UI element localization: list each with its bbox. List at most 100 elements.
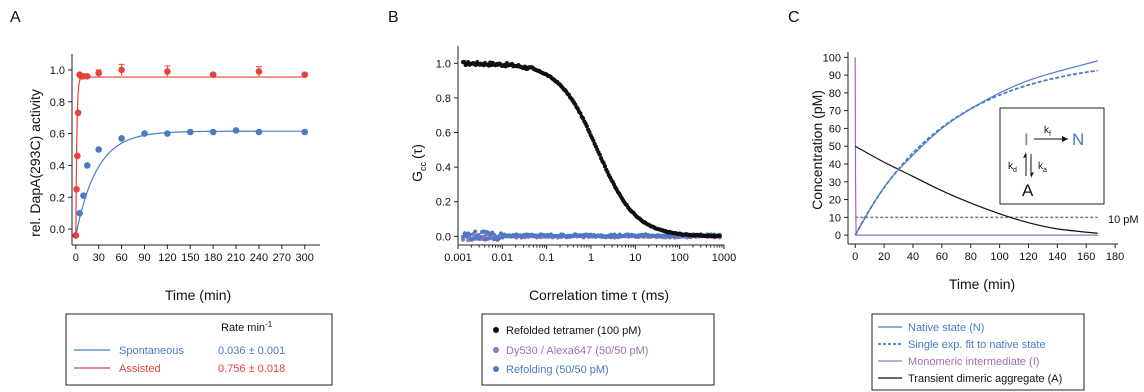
panel-b-y-tick-label: 1.0 [436,58,451,70]
panel-a-x-tick-label: 90 [138,252,150,264]
panel-b-refolding-point [486,236,491,241]
panel-a-x-tick-label: 0 [73,252,79,264]
panel-a-assisted-point [209,71,217,78]
panel-c-y-tick-label: 90 [829,70,841,82]
panel-c-x-tick-label: 80 [965,251,977,263]
panel-b-refolding-point [490,230,495,235]
panel-a-spontaneous-point [301,128,309,136]
panel-a-x-tick-label: 180 [204,252,222,264]
panel-c-xlabel: Time (min) [949,276,1015,292]
panel-c-y-tick-label: 20 [829,195,841,207]
panel-a-assisted-point [74,109,82,117]
panel-a-x-tick-label: 150 [181,252,199,264]
panel-b-tetramer-point [717,233,722,239]
panel-a-assisted-point [83,72,91,80]
panel-b-y-tick-label: 0.8 [436,93,451,105]
panel-b-tetramer-point [591,138,596,143]
panel-a-legend: Rate min-1 Spontaneous 0.036 ± 0.001 Ass… [65,313,333,386]
panel-b-x-tick-label: 100 [670,252,688,264]
panel-b-legend: Refolded tetramer (100 pM) Dy530 / Alexa… [481,313,715,386]
reaction-scheme: I kf N kd ka A [999,107,1105,205]
panel-a-xlabel: Time (min) [165,287,231,303]
panel-a-assisted-point [73,185,80,193]
panel-a-assisted-point [164,68,171,75]
panel-c-y-tick-label: 70 [829,106,841,118]
panel-b-x-tick-label: 1 [588,252,594,264]
panel-a-spontaneous-point [83,162,91,169]
panel-b-tetramer-point [597,152,602,157]
panel-a-assisted-point [118,66,125,74]
panel-a-ylabel: rel. DapA(293C) activity [27,89,43,237]
panel-b-refolding-point [478,235,483,240]
panel-a-y-tick-label: 0.4 [50,160,65,172]
panel-a-y-tick-label: 0.8 [50,97,65,109]
panel-a-assisted-point [95,69,103,77]
legend-b-refolding-label: Refolding (50/50 pM) [506,364,609,376]
panel-a-x-tick-label: 210 [227,252,245,264]
legend-b-refolding-marker [493,366,499,372]
panel-a-y-tick-label: 0.2 [50,192,65,204]
panel-a-y-tick-label: 0.6 [50,129,65,141]
panel-c-y-tick-label: 0 [835,230,841,242]
panel-a-spontaneous-point [95,146,103,153]
panel-c-x-tick-label: 180 [1106,251,1124,263]
panel-c-y-tick-label: 30 [829,177,841,189]
panel-c-ylabel: Concentration (pM) [809,90,825,210]
panel-a-spontaneous-point [232,127,240,134]
scheme-species-n: N [1072,130,1084,149]
panel-b-x-tick-label: 1000 [712,252,736,264]
panel-c-y-tick-label: 100 [823,52,841,64]
panel-b-refolding-point [485,230,490,235]
panel-b-y-tick-label: 0.4 [436,162,451,174]
panel-c-y-tick-label: 80 [829,88,841,100]
panel-b-refolding-point [481,229,486,234]
panel-b-xlabel: Correlation time τ (ms) [529,287,669,303]
panel-b-tetramer-point [587,129,592,135]
panel-b-dye-point [483,233,488,238]
panel-a-y-tick-label: 0.0 [50,224,65,236]
scheme-species-i: I [1024,130,1029,149]
panel-c-x-tick-label: 40 [907,251,919,263]
panel-a-spontaneous-point [186,128,194,136]
panel-b-refolding-point [460,234,466,239]
panel-b-dye-point [460,237,466,242]
panel-c-y-tick-label: 40 [829,159,841,171]
panel-a-spontaneous-point [141,130,148,137]
panel-b-x-tick-label: 0.1 [539,252,554,264]
panel-c-plot: 0 20 40 60 80 100 120 140 160 180 0 10 20 30 40 50 60 70 8… [823,52,1124,263]
panel-b-x-tick-label: 10 [629,252,641,264]
panel-a-x-tick-label: 240 [250,252,268,264]
panel-a-x-tick-label: 120 [158,252,176,264]
legend-c-aggregate-label: Transient dimeric aggregate (A) [908,373,1062,385]
legend-a-spontaneous-label: Spontaneous [119,345,184,357]
panel-a-spontaneous-point [209,128,217,136]
legend-a-assisted-label: Assisted [119,363,161,375]
panel-c-y-tick-label: 10 [829,212,841,224]
panel-b-x-tick-label: 0.001 [444,252,472,264]
panel-a-spontaneous-point [80,192,87,199]
panel-b-tetramer-point [584,124,589,129]
panel-a-assisted-point [74,152,81,160]
panel-c-x-tick-label: 120 [1019,251,1037,263]
panel-b-plot: 0.001 0.01 0.1 1 10 100 1000 0.0 0.2 0.4 0.6 0.8 1.0 [436,46,736,264]
panel-a-x-tick-label: 30 [93,252,105,264]
legend-b-tetramer-label: Refolded tetramer (100 pM) [506,325,641,337]
panel-c-fit-line [854,69,1098,236]
panel-a-spontaneous-fit-curve [75,130,305,236]
panel-a-assisted-point [255,68,263,75]
panel-c-x-tick-label: 0 [852,251,858,263]
panel-b-refolding-point [471,236,476,241]
panel-a-assisted-point [72,232,80,239]
panel-b-tetramer-point [601,160,606,166]
panel-c-aggregate-line [854,145,1098,234]
panel-b-ylabel: Gcc(τ) [409,144,428,182]
panel-a-assisted-fit-curve [75,76,305,236]
legend-c-native-label: Native state (N) [908,322,984,334]
panel-c-x-tick-label: 160 [1077,251,1095,263]
panel-b-y-tick-label: 0.2 [436,197,451,209]
panel-b-refolding-point [473,229,478,234]
panel-a-spontaneous-point [164,130,171,137]
legend-b-dye-label: Dy530 / Alexa647 (50/50 pM) [506,345,648,357]
panel-label-c: C [788,9,800,26]
panel-a-plot: 0 30 60 90 120 150 180 210 240 270 300 0.0 0.2 0.4 0.6… [50,54,320,264]
